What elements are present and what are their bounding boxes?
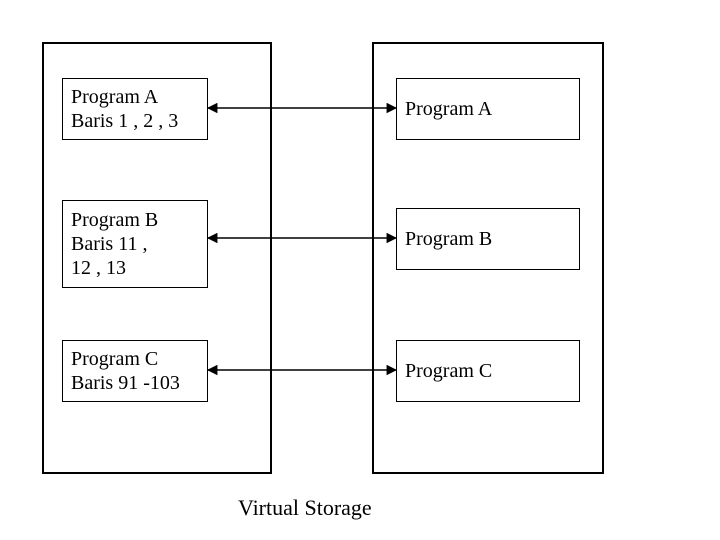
right-node-c-label: Program C: [405, 359, 571, 383]
left-node-b: Program B Baris 11 , 12 , 13: [62, 200, 208, 288]
right-node-a-label: Program A: [405, 97, 571, 121]
right-node-b: Program B: [396, 208, 580, 270]
right-node-a: Program A: [396, 78, 580, 140]
left-node-a-line2: Baris 1 , 2 , 3: [71, 109, 199, 133]
right-node-b-label: Program B: [405, 227, 571, 251]
left-node-c-line2: Baris 91 -103: [71, 371, 199, 395]
left-node-a-line1: Program A: [71, 85, 199, 109]
caption-virtual-storage: Virtual Storage: [238, 495, 372, 521]
left-node-c: Program C Baris 91 -103: [62, 340, 208, 402]
right-node-c: Program C: [396, 340, 580, 402]
left-node-b-line1: Program B: [71, 208, 199, 232]
left-node-c-line1: Program C: [71, 347, 199, 371]
left-node-a: Program A Baris 1 , 2 , 3: [62, 78, 208, 140]
left-node-b-line2: Baris 11 ,: [71, 232, 199, 256]
left-node-b-line3: 12 , 13: [71, 256, 199, 280]
